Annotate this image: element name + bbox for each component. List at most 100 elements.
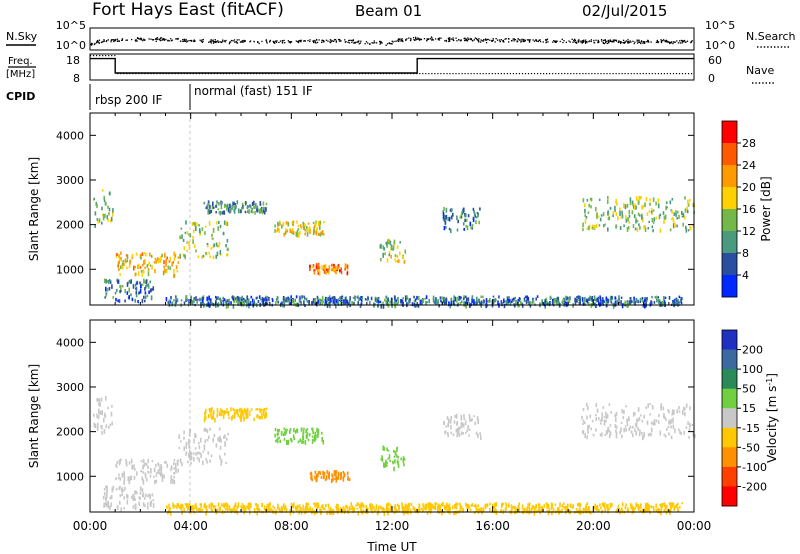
heatmap-cell bbox=[554, 503, 557, 506]
heatmap-cell bbox=[360, 502, 363, 506]
noise-point bbox=[275, 41, 278, 43]
heatmap-cell bbox=[417, 303, 420, 308]
noise-point bbox=[340, 40, 342, 42]
heatmap-cell bbox=[236, 295, 239, 301]
heatmap-cell bbox=[608, 433, 611, 439]
nave-point bbox=[555, 73, 557, 75]
heatmap-cell bbox=[190, 451, 193, 456]
heatmap-cell bbox=[584, 298, 586, 303]
heatmap-cell bbox=[605, 296, 608, 301]
noise-point bbox=[91, 43, 93, 45]
nave-point bbox=[177, 73, 179, 75]
noise-point bbox=[219, 41, 221, 43]
time-tick-label: 16:00 bbox=[475, 519, 510, 533]
heatmap-cell bbox=[317, 222, 320, 227]
heatmap-cell bbox=[94, 211, 97, 216]
noise-point bbox=[103, 40, 105, 42]
heatmap-cell bbox=[183, 254, 186, 258]
heatmap-cell bbox=[386, 244, 388, 248]
heatmap-cell bbox=[480, 300, 483, 305]
heatmap-cell bbox=[114, 292, 117, 295]
heatmap-cell bbox=[636, 418, 638, 421]
heatmap-cell bbox=[245, 201, 247, 205]
heatmap-cell bbox=[103, 492, 106, 496]
heatmap-cell bbox=[579, 502, 581, 508]
noise-point bbox=[214, 41, 216, 43]
nave-point bbox=[186, 73, 188, 75]
nave-point bbox=[192, 73, 194, 75]
heatmap-cell bbox=[153, 467, 156, 473]
noise-point bbox=[257, 41, 259, 43]
heatmap-cell bbox=[402, 297, 404, 300]
heatmap-cell bbox=[126, 495, 129, 499]
power-ylabel: Slant Range [km] bbox=[27, 157, 41, 261]
heatmap-cell bbox=[220, 205, 223, 210]
heatmap-cell bbox=[428, 504, 430, 510]
nave-point bbox=[228, 73, 231, 75]
heatmap-cell bbox=[347, 302, 350, 306]
heatmap-cell bbox=[683, 430, 685, 435]
heatmap-cell bbox=[291, 228, 294, 233]
noise-point bbox=[505, 38, 507, 40]
nave-point bbox=[204, 73, 206, 75]
heatmap-cell bbox=[471, 298, 473, 304]
nave-point bbox=[428, 73, 430, 75]
noise-point bbox=[545, 39, 547, 42]
heatmap-cell bbox=[232, 303, 235, 309]
noise-point bbox=[609, 40, 611, 42]
heatmap-cell bbox=[636, 227, 639, 232]
heatmap-cell bbox=[118, 299, 121, 303]
noise-point bbox=[374, 42, 376, 44]
heatmap-cell bbox=[328, 301, 331, 305]
heatmap-cell bbox=[621, 303, 624, 309]
heatmap-cell bbox=[402, 505, 405, 511]
heatmap-cell bbox=[225, 437, 228, 441]
heatmap-cell bbox=[473, 415, 475, 418]
heatmap-cell bbox=[278, 223, 281, 226]
heatmap-cell bbox=[176, 269, 179, 273]
noise-point bbox=[583, 40, 585, 42]
nave-point bbox=[343, 73, 345, 75]
noise-point bbox=[467, 38, 469, 40]
heatmap-cell bbox=[471, 295, 474, 299]
noise-point bbox=[553, 40, 555, 42]
heatmap-cell bbox=[237, 413, 239, 417]
heatmap-cell bbox=[306, 434, 308, 440]
heatmap-cell bbox=[601, 432, 603, 437]
noise-point bbox=[241, 41, 243, 43]
heatmap-cell bbox=[242, 297, 245, 300]
heatmap-cell bbox=[430, 507, 433, 511]
heatmap-cell bbox=[124, 258, 127, 263]
heatmap-cell bbox=[260, 408, 263, 412]
noise-point bbox=[657, 41, 659, 44]
heatmap-cell bbox=[641, 432, 643, 435]
heatmap-cell bbox=[210, 412, 212, 418]
noise-point bbox=[327, 40, 329, 42]
heatmap-cell bbox=[628, 416, 630, 422]
heatmap-cell bbox=[409, 508, 412, 513]
heatmap-cell bbox=[442, 214, 445, 219]
nave-tick-low: 0 bbox=[708, 72, 715, 85]
noise-point bbox=[417, 37, 419, 39]
heatmap-cell bbox=[292, 434, 295, 438]
noise-point bbox=[636, 42, 639, 44]
noise-point bbox=[202, 40, 204, 43]
noise-point bbox=[513, 40, 515, 42]
noise-point bbox=[350, 39, 353, 42]
heatmap-cell bbox=[331, 296, 334, 300]
nave-point bbox=[376, 73, 379, 75]
heatmap-cell bbox=[320, 476, 323, 479]
heatmap-cell bbox=[97, 220, 99, 224]
heatmap-cell bbox=[128, 287, 130, 293]
heatmap-cell bbox=[414, 510, 417, 513]
heatmap-cell bbox=[161, 474, 164, 479]
heatmap-cell bbox=[256, 510, 258, 516]
heatmap-cell bbox=[606, 303, 608, 308]
heatmap-cell bbox=[241, 295, 243, 300]
heatmap-cell bbox=[140, 256, 142, 260]
noise-point bbox=[161, 39, 163, 41]
heatmap-cell bbox=[403, 510, 405, 516]
heatmap-cell bbox=[670, 502, 673, 506]
nave-point bbox=[609, 73, 611, 75]
nave-point bbox=[612, 73, 614, 75]
